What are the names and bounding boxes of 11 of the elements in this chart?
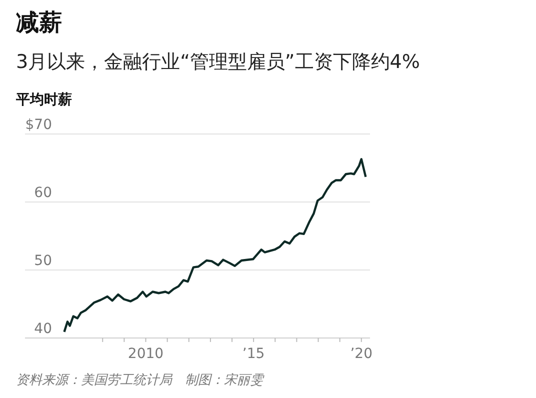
chart-title: 减薪	[16, 10, 62, 36]
y-tick-label: 40	[34, 321, 52, 337]
y-tick-label: 60	[34, 185, 52, 201]
y-tick-label: 50	[34, 253, 52, 269]
x-tick-label: ’20	[350, 346, 373, 362]
x-tick-label: ’15	[242, 346, 265, 362]
x-tick-label: 2010	[128, 346, 164, 362]
chart-subtitle: 3月以来，金融行业“管理型雇员”工资下降约4%	[16, 51, 420, 73]
y-axis-title: 平均时薪	[15, 92, 72, 108]
text: 资料来源：美国劳工统计局 制图：宋丽雯	[16, 372, 265, 388]
y-tick-label: $70	[25, 117, 52, 133]
